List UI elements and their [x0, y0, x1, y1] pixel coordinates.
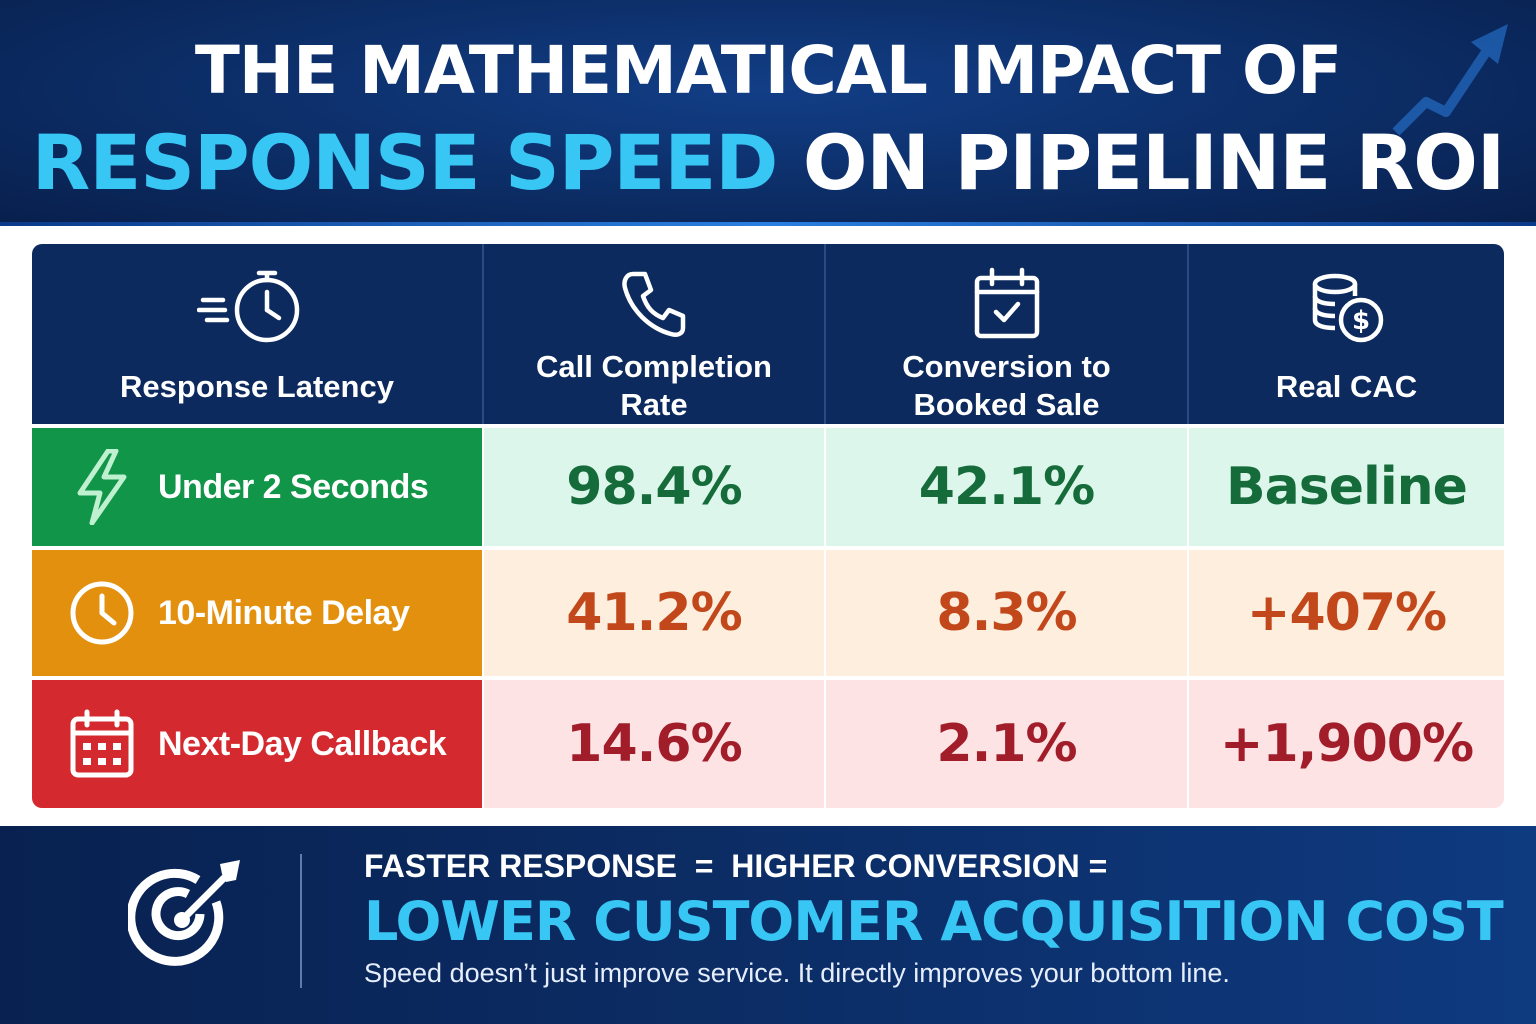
- call-completion-rate-value: 14.6%: [566, 714, 742, 774]
- real-cac-value: Baseline: [1226, 457, 1468, 517]
- cell-divider: [824, 680, 826, 808]
- column-label-line2: Rate: [620, 387, 688, 422]
- footer-tagline: Speed doesn’t just improve service. It d…: [364, 958, 1230, 988]
- cell-divider: [824, 550, 826, 676]
- header-divider: [482, 244, 484, 424]
- title-accent: RESPONSE SPEED: [31, 118, 779, 207]
- table-row: Under 2 Seconds 98.4% 42.1% Baseline: [32, 428, 1504, 546]
- title-rest: ON PIPELINE ROI: [777, 118, 1505, 207]
- table-row: 10-Minute Delay 41.2% 8.3% +407%: [32, 550, 1504, 676]
- cell-divider: [824, 428, 826, 546]
- cell-divider: [482, 428, 484, 546]
- cell-divider: [1187, 680, 1189, 808]
- real-cac-value: +407%: [1246, 583, 1447, 643]
- conversion-value: 42.1%: [918, 457, 1095, 517]
- cell-divider: [1187, 550, 1189, 676]
- column-header-conversion-to-booked-sale: Conversion to Booked Sale: [826, 244, 1187, 424]
- footer-headline: LOWER CUSTOMER ACQUISITION COST: [364, 890, 1504, 953]
- clock-icon: [60, 578, 144, 648]
- conversion-value: 8.3%: [936, 583, 1077, 643]
- coins-dollar-icon: $: [1307, 256, 1387, 344]
- trend-arrow-icon: [1392, 24, 1508, 136]
- cell-divider: [482, 550, 484, 676]
- row-label-text: Under 2 Seconds: [158, 467, 429, 506]
- row-label-text: Next-Day Callback: [158, 724, 447, 763]
- cell-divider: [1187, 428, 1189, 546]
- header-underline: [0, 222, 1536, 226]
- footer-divider: [300, 854, 302, 988]
- table-header: Response Latency Call Completion Rate: [32, 244, 1504, 424]
- svg-text:$: $: [1351, 306, 1369, 336]
- page-title-line2: RESPONSE SPEED ON PIPELINE ROI: [0, 118, 1536, 207]
- conversion-value: 2.1%: [936, 714, 1077, 774]
- target-arrow-icon: [128, 860, 240, 966]
- column-header-response-latency: Response Latency: [32, 244, 482, 424]
- header-banner: THE MATHEMATICAL IMPACT OF RESPONSE SPEE…: [0, 0, 1536, 226]
- stopwatch-icon: [197, 256, 317, 344]
- calendar-icon: [60, 709, 144, 779]
- column-label: Real CAC: [1275, 369, 1418, 404]
- lightning-icon: [60, 449, 144, 525]
- row-label: 10-Minute Delay: [32, 550, 482, 676]
- column-label: Conversion to Booked Sale: [902, 348, 1110, 424]
- footer-banner: FASTER RESPONSE = HIGHER CONVERSION = LO…: [0, 826, 1536, 1024]
- call-completion-rate-value: 41.2%: [566, 583, 742, 643]
- header-divider: [1187, 244, 1189, 424]
- row-label: Next-Day Callback: [32, 680, 482, 808]
- column-label-line2: Booked Sale: [913, 387, 1100, 422]
- column-header-real-cac: $ Real CAC: [1189, 244, 1504, 424]
- column-label-line1: Conversion to: [902, 349, 1111, 384]
- column-label: Call Completion Rate: [536, 348, 772, 424]
- calendar-check-icon: [972, 256, 1042, 340]
- comparison-table: Response Latency Call Completion Rate: [32, 244, 1504, 808]
- header-divider: [824, 244, 826, 424]
- footer-equation: FASTER RESPONSE = HIGHER CONVERSION =: [364, 848, 1108, 884]
- real-cac-value: +1,900%: [1219, 714, 1474, 774]
- call-completion-rate-value: 98.4%: [566, 457, 742, 517]
- table-row: Next-Day Callback 14.6% 2.1% +1,900%: [32, 680, 1504, 808]
- row-label-text: 10-Minute Delay: [158, 593, 410, 632]
- column-label: Response Latency: [120, 369, 394, 404]
- phone-icon: [619, 256, 689, 340]
- cell-divider: [482, 680, 484, 808]
- row-label: Under 2 Seconds: [32, 428, 482, 546]
- column-label-line1: Call Completion: [536, 349, 772, 384]
- page-title-line1: THE MATHEMATICAL IMPACT OF: [194, 32, 1342, 109]
- column-header-call-completion-rate: Call Completion Rate: [484, 244, 824, 424]
